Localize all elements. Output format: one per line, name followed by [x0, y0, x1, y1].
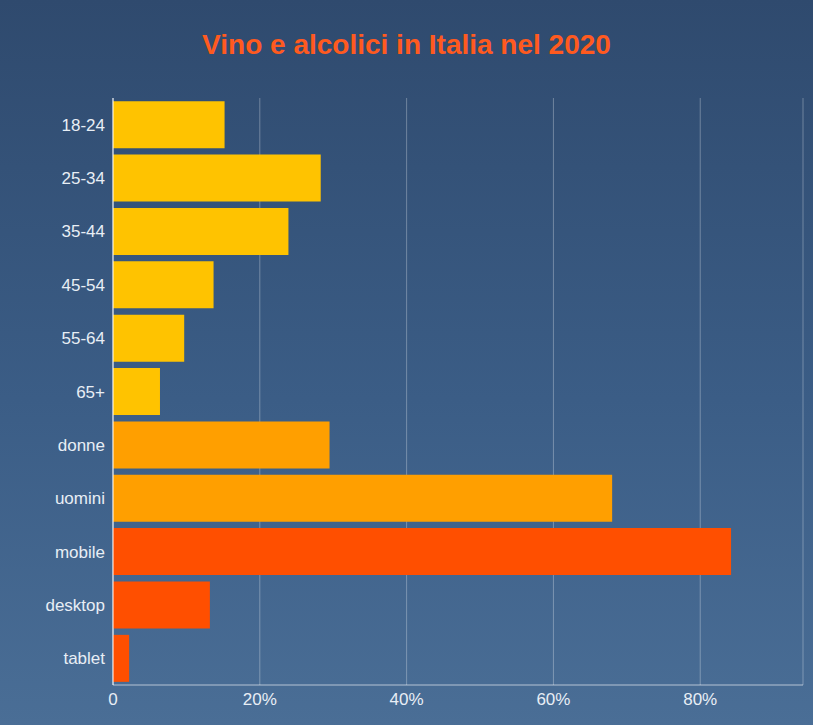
html-text:Vino e alcolici in Italia nel: Vino e alcolici in Italia nel 2020 — [202, 29, 611, 60]
svg-text:25-34: 25-34 — [62, 169, 105, 188]
svg-text:45-54: 45-54 — [62, 276, 105, 295]
svg-text:65+: 65+ — [76, 383, 105, 402]
svg-text:uomini: uomini — [55, 489, 105, 508]
svg-text:35-44: 35-44 — [62, 222, 105, 241]
svg-text:20%: 20% — [243, 690, 277, 709]
svg-text:0: 0 — [108, 690, 117, 709]
svg-text:mobile: mobile — [55, 543, 105, 562]
svg-text:desktop: desktop — [45, 596, 105, 615]
svg-text:60%: 60% — [536, 690, 570, 709]
svg-text:80%: 80% — [683, 690, 717, 709]
svg-text:tablet: tablet — [63, 649, 105, 668]
svg-text:18-24: 18-24 — [62, 116, 105, 135]
svg-text:40%: 40% — [390, 690, 424, 709]
svg-text:donne: donne — [58, 436, 105, 455]
svg-text:55-64: 55-64 — [62, 329, 105, 348]
